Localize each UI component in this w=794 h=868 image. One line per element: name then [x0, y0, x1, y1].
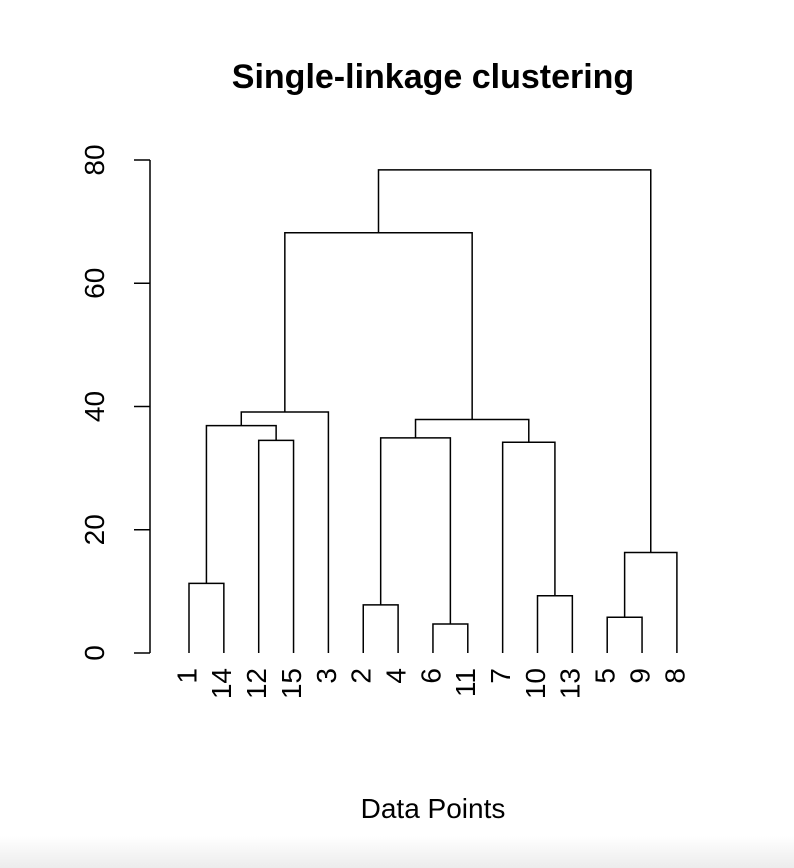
- leaf-label: 1: [171, 668, 202, 684]
- window-bottom-shadow: [0, 836, 794, 868]
- dendrogram-link: [362, 604, 399, 653]
- dendrogram-link: [501, 441, 556, 653]
- dendrogram-link: [606, 616, 643, 653]
- dendrogram-link: [432, 623, 469, 653]
- y-tick-label: 60: [79, 268, 110, 299]
- y-axis: 0 20 40 60 80: [79, 144, 151, 661]
- y-tick-label: 0: [79, 645, 110, 661]
- leaf-label: 6: [415, 668, 446, 684]
- y-tick-label: 80: [79, 144, 110, 175]
- dendrogram-link: [536, 594, 574, 653]
- dendrogram-link: [284, 231, 473, 420]
- chart-title: Single-linkage clustering: [232, 58, 634, 96]
- leaf-label: 9: [624, 668, 655, 684]
- dendrogram-link: [623, 551, 678, 653]
- leaf-label: 2: [346, 668, 377, 684]
- leaf-label: 12: [241, 668, 272, 699]
- dendrogram-link: [379, 437, 452, 625]
- dendrogram-link: [414, 418, 530, 443]
- dendrogram-link: [240, 411, 330, 653]
- dendrogram-link: [257, 439, 295, 653]
- leaf-label: 7: [485, 668, 516, 684]
- x-axis-label: Data Points: [361, 793, 506, 824]
- leaf-label: 3: [311, 668, 342, 684]
- leaf-label: 14: [206, 668, 237, 699]
- dendrogram-link: [188, 582, 225, 653]
- leaf-labels: 1 14 12 15 3 2 4 6 11 7 10 13 5 9 8: [171, 668, 690, 699]
- y-tick-label: 20: [79, 514, 110, 545]
- leaf-label: 15: [276, 668, 307, 699]
- dendrogram-link: [205, 424, 277, 584]
- leaf-label: 10: [520, 668, 551, 699]
- leaf-label: 5: [590, 668, 621, 684]
- leaf-label: 8: [659, 668, 690, 684]
- y-tick-label: 40: [79, 391, 110, 422]
- leaf-label: 13: [555, 668, 586, 699]
- leaf-label: 4: [380, 668, 411, 684]
- leaf-label: 11: [450, 668, 481, 697]
- dendrogram-links: [188, 169, 678, 653]
- dendrogram-link: [377, 169, 652, 553]
